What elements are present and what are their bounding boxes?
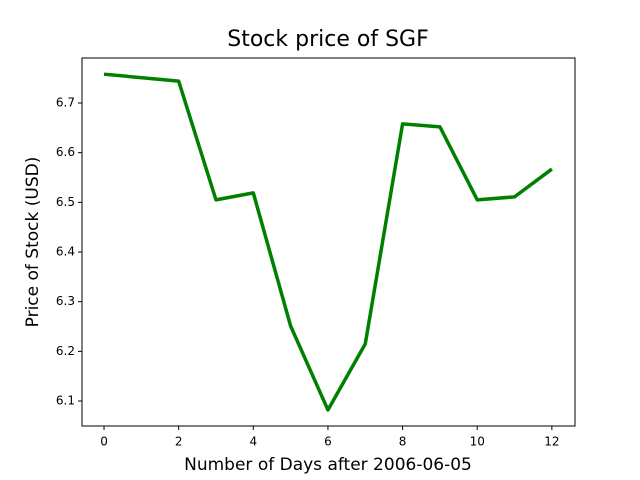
chart-title: Stock price of SGF [227, 27, 429, 52]
x-tick-label: 0 [100, 435, 108, 449]
x-tick-label: 4 [249, 435, 257, 449]
y-axis-label: Price of Stock (USD) [23, 157, 43, 328]
y-tick-label: 6.7 [56, 96, 75, 110]
plot-frame [81, 57, 576, 427]
x-tick-label: 2 [175, 435, 183, 449]
x-tick-label: 8 [399, 435, 407, 449]
x-tick-label: 6 [324, 435, 332, 449]
y-tick-label: 6.3 [56, 294, 75, 308]
x-axis-label: Number of Days after 2006-06-05 [184, 455, 472, 475]
y-tick-label: 6.2 [56, 344, 75, 358]
y-tick-label: 6.5 [56, 195, 75, 209]
line [103, 72, 553, 412]
y-tick-label: 6.1 [56, 394, 75, 408]
x-tick-label: 10 [470, 435, 485, 449]
y-tick-label: 6.6 [56, 145, 75, 159]
y-tick-label: 6.4 [56, 245, 75, 259]
x-tick-label: 12 [544, 435, 559, 449]
